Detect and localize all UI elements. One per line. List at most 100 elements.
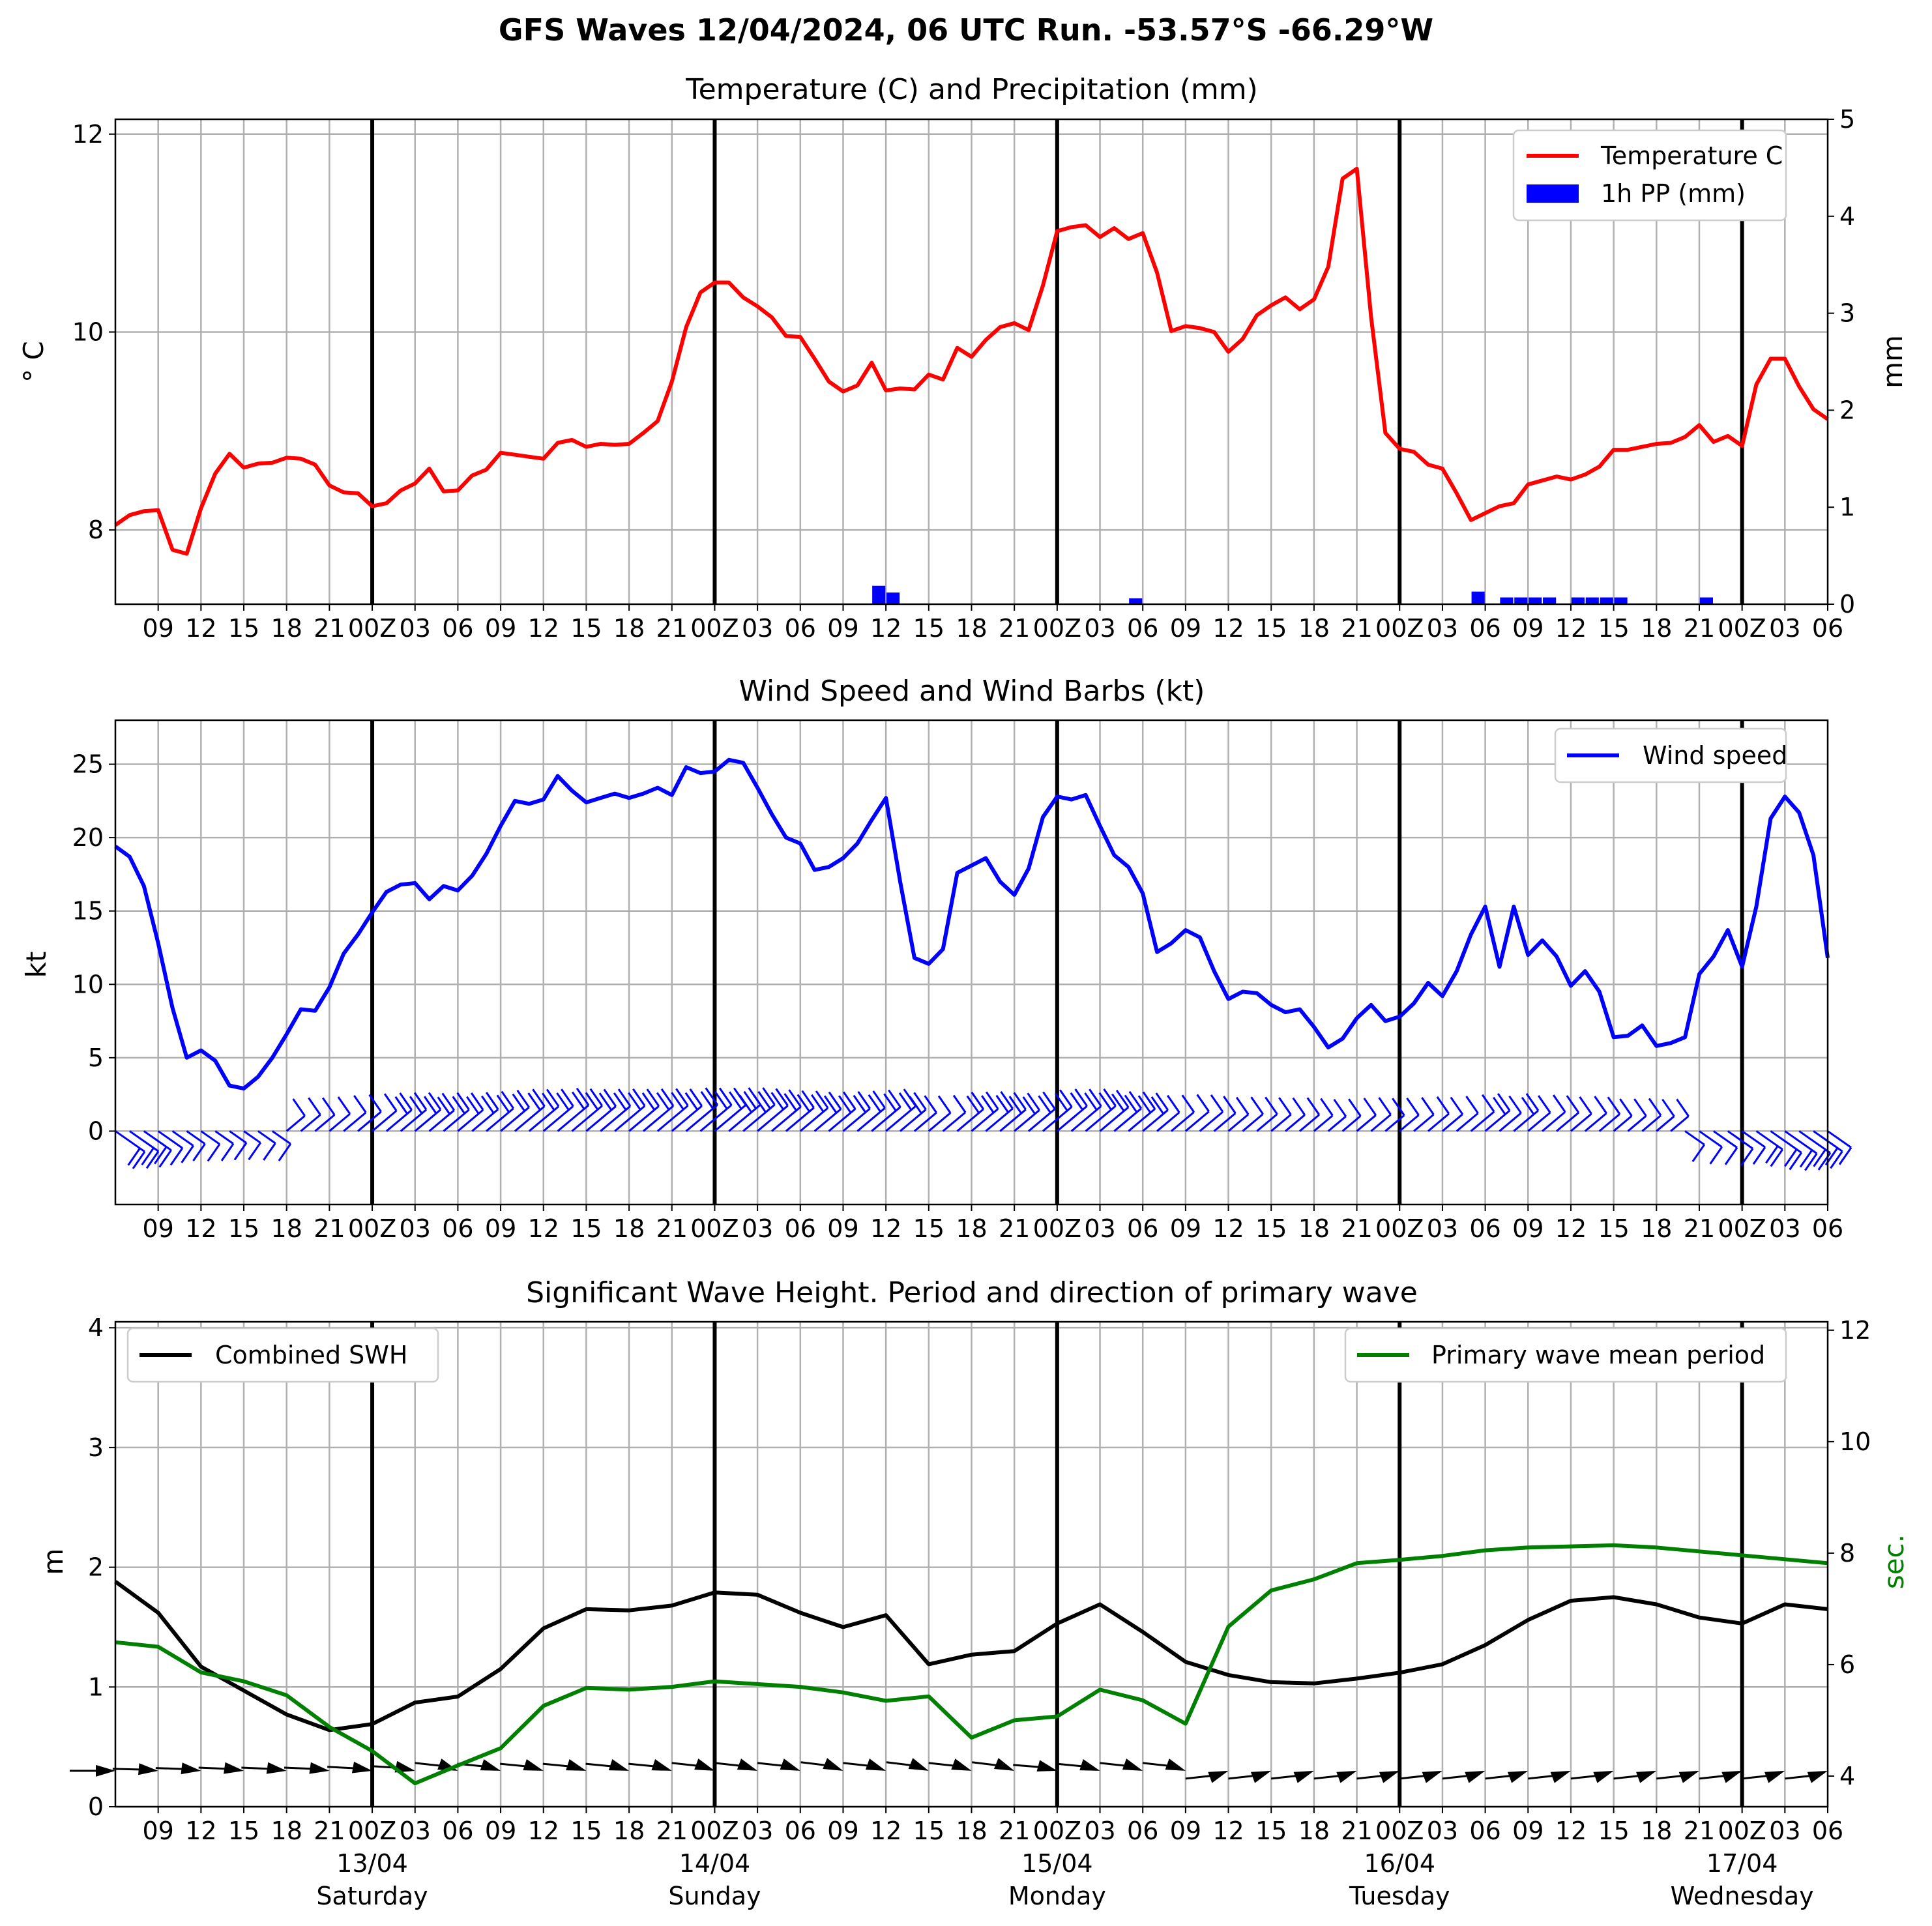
wind-barb-feather	[1661, 1098, 1675, 1117]
wind-barb	[1613, 1115, 1633, 1132]
temperature-y-ticks: 8 10 12	[72, 120, 115, 544]
wind-barb-feather	[1038, 1095, 1051, 1114]
x-tick-label: 21	[999, 1817, 1030, 1845]
wave-direction-arrowhead	[1807, 1770, 1828, 1783]
wind-barb-feather	[705, 1087, 718, 1105]
wind-barb	[1441, 1113, 1463, 1132]
wind-barb	[115, 1130, 145, 1153]
wind-barb-feather	[770, 1092, 784, 1111]
wind-barb	[1341, 1115, 1362, 1132]
wind-barb	[1456, 1112, 1479, 1132]
wind-barb	[271, 1130, 291, 1145]
wind-barb-feather	[857, 1090, 871, 1109]
wind-barb-feather	[924, 1095, 937, 1114]
wind-barb	[1370, 1113, 1392, 1132]
wind-speed-line	[114, 757, 1830, 1091]
wind-barb	[500, 1106, 530, 1132]
x-tick-label: 03	[742, 1214, 773, 1243]
wind-barb-feather	[516, 1089, 530, 1108]
wave-direction-arrowhead	[865, 1758, 886, 1771]
wind-barb-feather	[192, 1143, 206, 1161]
x-tick-label: 06	[1812, 1214, 1843, 1243]
wave-direction-arrowhead	[1764, 1770, 1785, 1783]
x-tick-label: 09	[1170, 614, 1201, 643]
x-tick-label: 18	[613, 1214, 645, 1243]
wind-barb-feather	[466, 1096, 480, 1115]
wind-barb	[1570, 1113, 1592, 1132]
wave-direction-arrowhead	[694, 1758, 715, 1771]
wind-barb	[1755, 1130, 1783, 1150]
wind-barb-feather	[576, 1087, 590, 1106]
wave-direction-arrows	[70, 1758, 1828, 1783]
wind-barb-feather	[739, 1094, 753, 1113]
wind-barb-feather	[308, 1097, 321, 1116]
wind-barb-feather	[1348, 1098, 1362, 1117]
wave-direction-arrowhead	[1550, 1770, 1571, 1783]
wind-barb	[1427, 1113, 1450, 1132]
wind-barb	[742, 1103, 776, 1132]
x-tick-label: 03	[400, 1214, 431, 1243]
wind-y-label: kt	[20, 952, 52, 978]
wind-barb-feather	[501, 1090, 514, 1109]
temperature-y-label: ° C	[18, 341, 50, 383]
x-tick-label: 00Z	[1718, 1817, 1766, 1845]
wind-barb-feather	[278, 1143, 292, 1161]
wind-barb	[1627, 1115, 1647, 1132]
wind-barb	[728, 1103, 761, 1132]
wind-barb-feather	[1027, 1092, 1040, 1111]
x-tick-label: 21	[314, 1817, 345, 1845]
wind-barb-feather	[353, 1095, 367, 1113]
legend-wind-label: Wind speed	[1643, 741, 1787, 770]
date-label: 17/04	[1706, 1849, 1778, 1878]
wind-barb-feather	[937, 1095, 952, 1114]
wave-direction-arrowhead	[266, 1762, 287, 1774]
wind-barb-feather	[1450, 1096, 1463, 1115]
x-tick-label: 00Z	[348, 1817, 396, 1845]
swh-legend: Combined SWH	[126, 1327, 439, 1383]
x-tick-label: 06	[442, 614, 473, 643]
wind-barb-feather	[684, 1092, 699, 1111]
y-tick-label: 0	[88, 1792, 104, 1821]
wind-barb-feather	[368, 1094, 382, 1113]
wind-barb-feather	[1013, 1092, 1027, 1111]
wind-barb-feather	[1363, 1098, 1377, 1116]
wind-barb	[1527, 1111, 1551, 1132]
x-tick-label: 09	[485, 614, 516, 643]
wind-barb-feather	[1838, 1146, 1852, 1165]
wind-barb	[1256, 1113, 1278, 1132]
wind-barb-feather	[1619, 1098, 1633, 1116]
wave-direction-arrowhead	[1465, 1770, 1486, 1783]
wind-barb-feather	[1074, 1088, 1088, 1107]
wind-barb	[1099, 1106, 1130, 1132]
period-legend: Primary wave mean period	[1344, 1327, 1787, 1383]
wind-barb	[1598, 1113, 1620, 1132]
x-tick-label: 00Z	[1375, 1817, 1424, 1845]
wind-barb	[257, 1130, 276, 1145]
wind-barb-feather	[1525, 1093, 1540, 1111]
wind-barb-feather	[898, 1092, 913, 1111]
wind-barb	[585, 1105, 617, 1132]
x-tick-label: 00Z	[690, 614, 739, 643]
wind-barb-feather	[589, 1088, 604, 1107]
wind-barb-feather	[1594, 1096, 1607, 1114]
wind-barb-feather	[1784, 1148, 1798, 1167]
wind-barb-feather	[1166, 1094, 1180, 1113]
temperature-legend: Temperature C 1h PP (mm)	[1512, 129, 1787, 222]
wind-barb	[885, 1105, 916, 1132]
x-tick-label: 15	[913, 1214, 944, 1243]
wind-barb	[1384, 1114, 1405, 1132]
wind-legend-box	[1554, 727, 1787, 783]
wave-direction-arrowhead	[523, 1759, 544, 1771]
x-tick-label: 09	[827, 614, 858, 643]
wind-day-lines	[370, 720, 1744, 1204]
wind-barb	[1327, 1115, 1347, 1132]
wind-barb-feather	[1196, 1094, 1210, 1113]
wind-barb-feather	[409, 1096, 423, 1115]
x-tick-label: 15	[913, 614, 944, 643]
period-y-ticks: 4 6 8 10 12	[1828, 1316, 1871, 1790]
precip-bar	[872, 585, 886, 604]
x-tick-label: 12	[1212, 1214, 1244, 1243]
wind-barb-feather	[413, 1092, 428, 1111]
wind-barb-feather	[1799, 1149, 1813, 1168]
